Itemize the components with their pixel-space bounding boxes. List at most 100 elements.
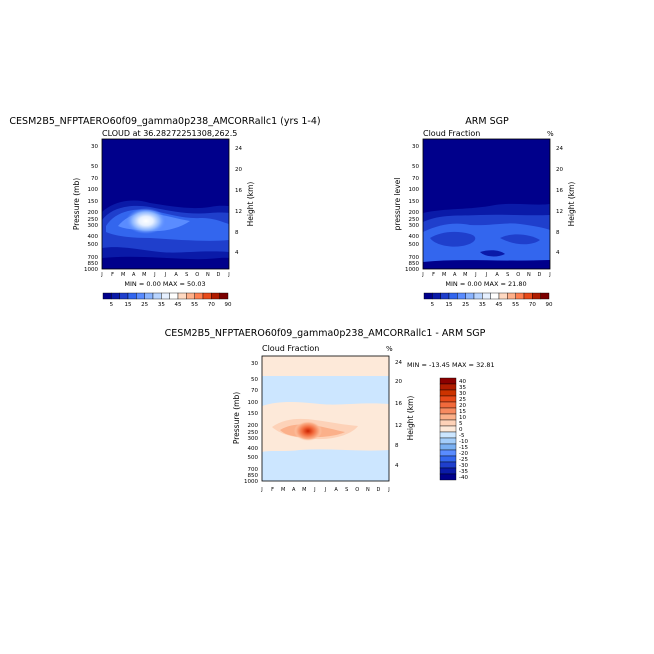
panel-b-month-tick: N <box>527 272 531 278</box>
panel-c-colorbar-label: 5 <box>459 421 463 427</box>
panel-b-minmax: MIN = 0.00 MAX = 21.80 <box>445 280 526 288</box>
panel-b-colorbar-label: 45 <box>496 302 503 308</box>
panel-a-colorbar-swatch <box>161 292 170 300</box>
panel-c-colorbar-label: -15 <box>459 445 468 451</box>
svg-text:12: 12 <box>556 209 563 215</box>
panel-b-colorbar-label: 15 <box>446 302 453 308</box>
panel-b-month-tick: J <box>474 272 476 278</box>
panel-c-ylabel: Pressure (mb) <box>232 392 241 444</box>
panel-b-colorbar-swatch <box>473 292 483 300</box>
svg-text:16: 16 <box>235 188 242 194</box>
panel-c-minmax: MIN = -13.45 MAX = 32.81 <box>407 361 495 369</box>
svg-text:150: 150 <box>409 199 420 205</box>
panel-b-colorbar-label: 35 <box>479 302 486 308</box>
panel-b-month-tick: J <box>485 272 487 278</box>
panel-c-field <box>262 356 389 481</box>
svg-text:700: 700 <box>409 255 420 261</box>
panel-b-colorbar-swatch <box>457 292 466 300</box>
svg-text:12: 12 <box>395 423 402 429</box>
panel-b-colorbar-labels: 5 15 25 35 45 55 70 90 <box>431 302 553 308</box>
panel-b-colorbar-swatch <box>540 292 550 300</box>
svg-text:4: 4 <box>395 463 399 469</box>
panel-b-colorbar-swatch <box>490 292 500 300</box>
panel-a-pressure-ticks: 30 50 70 100 150 200 250 300 400 500 700… <box>84 144 98 273</box>
svg-text:850: 850 <box>248 473 259 479</box>
panel-a-colorbar-swatch <box>211 292 220 300</box>
panel-c-month-tick: J <box>324 487 326 493</box>
svg-text:70: 70 <box>412 176 419 182</box>
panel-a-month-tick: D <box>216 272 220 278</box>
panel-c-colorbar-label: 10 <box>459 415 466 421</box>
panel-b-month-tick: M <box>442 272 446 278</box>
svg-text:850: 850 <box>409 261 420 267</box>
panel-a-height-ticks: 24 20 16 12 8 4 <box>235 146 242 256</box>
panel-c-month-tick: J <box>313 487 315 493</box>
panel-a-colorbar-label: 90 <box>225 302 232 308</box>
panel-c-colorbar-label: 30 <box>459 391 466 397</box>
svg-text:150: 150 <box>248 411 259 417</box>
panel-a-colorbar-label: 25 <box>141 302 148 308</box>
panel-b-colorbar-swatch <box>432 292 441 300</box>
panel-c-month-tick: J <box>260 487 262 493</box>
panel-a-colorbar-swatch <box>219 292 229 300</box>
panel-c-colorbar-swatch <box>439 455 457 463</box>
panel-a-ylabel-right: Height (km) <box>246 182 255 227</box>
svg-text:16: 16 <box>556 188 563 194</box>
svg-text:24: 24 <box>395 360 402 366</box>
panel-a-month-tick: M <box>142 272 146 278</box>
panel-b-field <box>423 139 550 269</box>
svg-text:250: 250 <box>248 430 259 436</box>
svg-text:1000: 1000 <box>84 267 98 273</box>
panel-a-colorbar-swatch <box>169 292 179 300</box>
panel-c-colorbar-swatch <box>439 443 457 451</box>
panel-c-month-tick: S <box>345 487 348 493</box>
panel-b-pressure-ticks: 30 50 70 100 150 200 250 300 400 500 700… <box>405 144 419 273</box>
panel-a-title: CESM2B5_NFPTAERO60f09_gamma0p238_AMCORRa… <box>9 116 320 127</box>
panel-diff: CESM2B5_NFPTAERO60f09_gamma0p238_AMCORRa… <box>165 328 495 493</box>
panel-a-colorbar-label: 35 <box>158 302 165 308</box>
panel-b-colorbar-swatch <box>532 292 541 300</box>
panel-b-colorbar-swatch <box>423 292 433 300</box>
panel-c-month-tick: M <box>281 487 285 493</box>
panel-a-minmax: MIN = 0.00 MAX = 50.03 <box>124 280 205 288</box>
svg-text:20: 20 <box>395 379 402 385</box>
panel-c-colorbar-label: -35 <box>459 469 468 475</box>
panel-a-month-tick: J <box>227 272 229 278</box>
panel-c-pressure-ticks: 30 50 70 100 150 200 250 300 400 500 700… <box>244 361 258 485</box>
panel-a-colorbar-swatch <box>202 292 212 300</box>
panel-b-colorbar-swatch <box>465 292 475 300</box>
svg-text:100: 100 <box>409 187 420 193</box>
svg-text:30: 30 <box>251 361 258 367</box>
svg-text:24: 24 <box>235 146 242 152</box>
panel-b-unit: % <box>547 130 554 138</box>
panel-c-unit: % <box>386 345 393 353</box>
panel-c-colorbar <box>439 377 457 481</box>
svg-text:300: 300 <box>409 223 420 229</box>
panel-c-colorbar-label: 20 <box>459 403 466 409</box>
panel-b-colorbar-swatch <box>515 292 525 300</box>
svg-text:200: 200 <box>409 210 420 216</box>
panel-c-title: CESM2B5_NFPTAERO60f09_gamma0p238_AMCORRa… <box>165 328 486 339</box>
panel-b-month-tick: J <box>421 272 423 278</box>
panel-c-colorbar-label: -20 <box>459 451 468 457</box>
panel-b-month-tick: D <box>537 272 541 278</box>
svg-text:400: 400 <box>88 234 99 240</box>
panel-a-month-tick: J <box>164 272 166 278</box>
svg-text:4: 4 <box>556 250 560 256</box>
panel-a-ylabel: Pressure (mb) <box>72 178 81 230</box>
panel-c-colorbar-label: -25 <box>459 457 468 463</box>
panel-b-colorbar-swatch <box>507 292 516 300</box>
panel-c-ylabel-right: Height (km) <box>406 396 415 441</box>
panel-b-ylabel-right: Height (km) <box>567 182 576 227</box>
svg-text:500: 500 <box>409 242 420 248</box>
svg-text:70: 70 <box>91 176 98 182</box>
panel-b-month-tick: J <box>548 272 550 278</box>
panel-a-month-tick: N <box>206 272 210 278</box>
panel-b-colorbar-swatch <box>498 292 508 300</box>
panel-b-month-tick: A <box>495 272 499 278</box>
panel-c-colorbar-label: -5 <box>459 433 465 439</box>
svg-text:850: 850 <box>88 261 99 267</box>
